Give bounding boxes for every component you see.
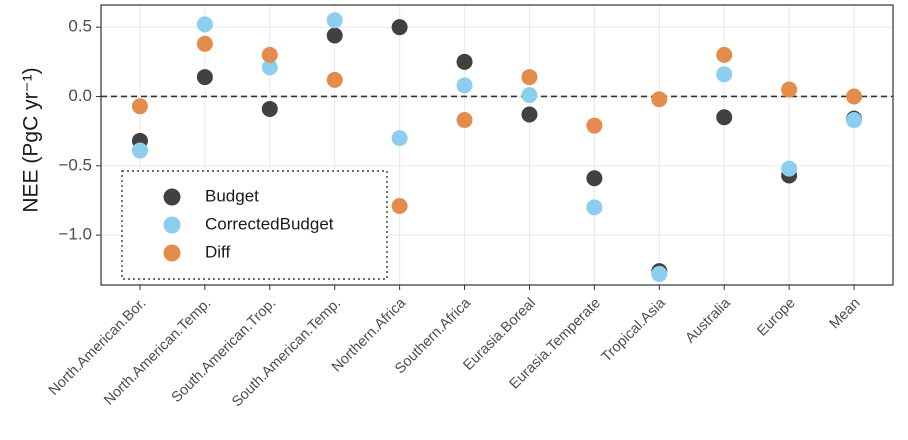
legend-marker	[163, 188, 181, 206]
legend-label: Diff	[205, 242, 230, 261]
point	[326, 12, 343, 29]
point	[261, 100, 278, 117]
legend-marker	[163, 216, 181, 234]
y-axis-label: NEE (PgC yr⁻¹)	[20, 67, 43, 212]
point	[521, 69, 538, 86]
point	[391, 19, 408, 36]
point	[261, 59, 278, 76]
point	[651, 91, 668, 108]
point	[781, 160, 798, 177]
point	[391, 130, 408, 147]
point	[716, 66, 733, 83]
point	[586, 199, 603, 216]
point	[131, 142, 148, 159]
point	[261, 46, 278, 63]
point	[846, 88, 863, 105]
panel-border	[100, 4, 894, 286]
x-tick-label: Australia	[683, 295, 735, 347]
y-tick-label: −1.0	[58, 225, 92, 244]
legend-label: Budget	[205, 186, 259, 205]
legend-marker	[163, 244, 181, 262]
y-tick-label: 0.5	[68, 17, 92, 36]
point	[521, 87, 538, 104]
x-tick-label: Mean	[827, 295, 864, 332]
x-tick-label: Europe	[754, 295, 798, 339]
x-tick-label: South.American.Temp.	[229, 295, 344, 410]
point	[716, 46, 733, 63]
point	[196, 35, 213, 52]
point	[196, 16, 213, 33]
point	[586, 170, 603, 187]
point	[586, 117, 603, 134]
y-tick-label: −0.5	[58, 155, 92, 174]
point	[456, 53, 473, 70]
point	[391, 197, 408, 214]
point	[326, 71, 343, 88]
point	[196, 69, 213, 86]
legend-label: CorrectedBudget	[205, 214, 334, 233]
point	[521, 106, 538, 123]
point	[456, 77, 473, 94]
point	[716, 109, 733, 126]
x-tick-label: North.American.Temp.	[101, 295, 214, 408]
y-tick-label: 0.0	[68, 86, 92, 105]
point	[131, 98, 148, 115]
point	[781, 81, 798, 98]
point	[456, 112, 473, 129]
point	[846, 112, 863, 129]
point	[651, 265, 668, 282]
point	[326, 27, 343, 44]
x-tick-label: Tropical.Asia	[599, 295, 670, 366]
